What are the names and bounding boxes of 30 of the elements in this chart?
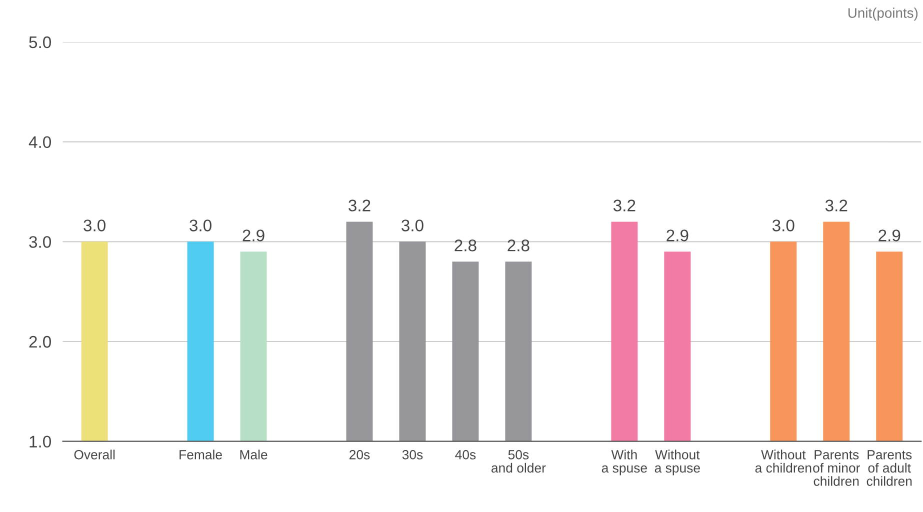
x-tick-label: With a spuse [602, 450, 647, 476]
data-label: 3.2 [348, 200, 370, 212]
data-label: 3.0 [772, 220, 794, 232]
x-tick-label: Female [180, 450, 222, 460]
y-tick-label: 2.0 [29, 336, 52, 348]
data-label: 2.9 [878, 230, 900, 242]
data-label: 3.0 [190, 220, 212, 232]
data-label: 2.9 [666, 230, 688, 242]
x-tick-label: 30s [402, 450, 423, 460]
data-label: 2.8 [508, 240, 530, 252]
x-tick-label: 50s and older [492, 450, 546, 473]
y-tick-label: 5.0 [29, 36, 52, 48]
y-tick-label: 1.0 [30, 436, 52, 448]
x-tick-label: 20s [350, 450, 370, 460]
data-label: 3.2 [825, 200, 848, 212]
x-tick-label: 40s [455, 450, 476, 460]
x-tick-label: Without a spuse [654, 450, 700, 476]
x-tick-label: Parents of adult children [866, 450, 912, 486]
data-label: 3.0 [84, 220, 106, 232]
text: Unit(points) [848, 8, 918, 21]
y-tick-label: 4.0 [28, 136, 52, 148]
data-label: 3.0 [402, 220, 424, 232]
x-tick-label: Without a children [755, 450, 812, 473]
data-label: 3.2 [613, 200, 636, 212]
x-tick-label: Parents of minor children [813, 450, 860, 486]
y-tick-label: 3.0 [29, 236, 52, 248]
x-tick-label: Overall [74, 450, 115, 460]
data-label: 2.9 [242, 230, 264, 242]
data-label: 2.8 [454, 240, 476, 252]
x-tick-label: Male [240, 450, 268, 460]
